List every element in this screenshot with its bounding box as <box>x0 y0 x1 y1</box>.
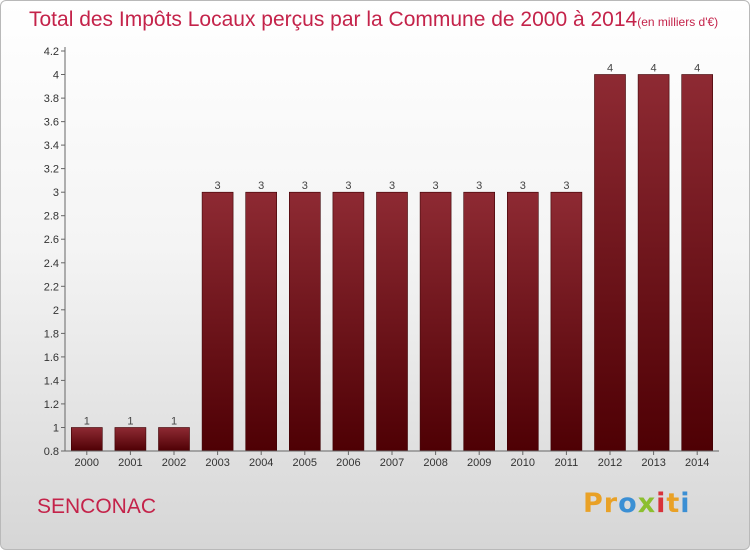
x-tick-label: 2003 <box>205 457 229 469</box>
bars-layer: 1 1 1 3 3 3 3 3 3 3 3 3 4 4 4 <box>71 63 714 452</box>
commune-name: SENCONAC <box>37 495 157 518</box>
bar-value-label: 3 <box>345 180 351 192</box>
y-tick-label: 3.2 <box>44 164 59 176</box>
bar-value-label: 3 <box>476 180 482 192</box>
chart-title-unit: (en milliers d'€) <box>637 15 719 29</box>
bar <box>506 191 539 452</box>
chart-title: Total des Impôts Locaux perçus par la Co… <box>29 7 718 35</box>
bar <box>201 191 234 452</box>
x-tick-label: 2001 <box>118 457 142 469</box>
bar <box>463 191 496 452</box>
bar <box>594 74 626 452</box>
y-tick-label: 3.8 <box>44 93 59 105</box>
x-tick-label: 2004 <box>249 457 273 469</box>
logo-letter: i <box>680 488 691 519</box>
bar-value-label: 3 <box>433 180 439 192</box>
bar-value-label: 1 <box>127 416 133 428</box>
bar-value-label: 3 <box>215 180 221 192</box>
bar <box>158 427 190 452</box>
y-tick-label: 3.4 <box>44 140 59 152</box>
bar-value-label: 1 <box>84 416 90 428</box>
logo-letter: r <box>603 488 619 519</box>
logo-letter: P <box>583 488 604 519</box>
bar-value-label: 3 <box>520 180 526 192</box>
bar <box>550 191 583 452</box>
x-tick-label: 2002 <box>162 457 186 469</box>
bar <box>376 191 408 452</box>
logo-letter: x <box>637 488 657 519</box>
y-tick-label: 3.6 <box>44 117 59 129</box>
x-tick-label: 2011 <box>555 457 579 469</box>
chart-title-text: Total des Impôts Locaux perçus par la Co… <box>29 8 638 31</box>
bar <box>332 191 365 452</box>
logo-letter: i <box>656 488 667 519</box>
x-tick-label: 2007 <box>380 457 404 469</box>
bar-value-label: 4 <box>607 63 613 75</box>
bar-value-label: 3 <box>389 180 395 192</box>
x-tick-label: 2013 <box>641 457 665 469</box>
bar-value-label: 3 <box>258 180 264 192</box>
x-tick-label: 2005 <box>293 457 317 469</box>
x-tick-label: 2009 <box>467 457 491 469</box>
bar <box>681 74 714 452</box>
y-tick-label: 2.2 <box>44 281 59 293</box>
logo-letter: o <box>618 488 638 519</box>
y-tick-label: 2.4 <box>44 258 59 270</box>
bar-value-label: 4 <box>651 63 657 75</box>
bar-value-label: 4 <box>694 63 700 75</box>
bar <box>637 74 670 452</box>
y-tick-label: 3 <box>53 187 59 199</box>
x-tick-label: 2014 <box>685 457 709 469</box>
bar <box>288 191 321 452</box>
x-tick-label: 2008 <box>423 457 447 469</box>
y-tick-label: 2.8 <box>44 211 59 223</box>
bar-value-label: 3 <box>302 180 308 192</box>
x-tick-label: 2000 <box>75 457 99 469</box>
x-tick-label: 2012 <box>598 457 622 469</box>
bar-value-label: 3 <box>563 180 569 192</box>
bar-value-label: 1 <box>171 416 177 428</box>
y-tick-label: 4 <box>53 70 59 82</box>
bar <box>114 427 147 452</box>
y-tick-label: 1.4 <box>44 375 59 387</box>
logo-letter: t <box>666 488 681 519</box>
y-tick-label: 0.8 <box>44 446 59 458</box>
y-tick-label: 1.2 <box>44 399 59 411</box>
y-tick-label: 1.6 <box>44 352 59 364</box>
y-tick-label: 4.2 <box>44 46 59 58</box>
proxiti-logo: Proxiti <box>583 488 691 519</box>
bar <box>419 191 452 452</box>
y-tick-label: 2.6 <box>44 234 59 246</box>
y-tick-label: 1.8 <box>44 328 59 340</box>
y-tick-label: 1 <box>53 423 59 435</box>
bar <box>71 427 103 452</box>
bar <box>245 191 277 452</box>
x-tick-label: 2006 <box>336 457 360 469</box>
axis-layer: 2000 2001 2002 2003 2004 2005 2006 2007 2008 2009… <box>44 46 719 469</box>
y-tick-label: 2 <box>53 305 59 317</box>
x-tick-label: 2010 <box>511 457 535 469</box>
